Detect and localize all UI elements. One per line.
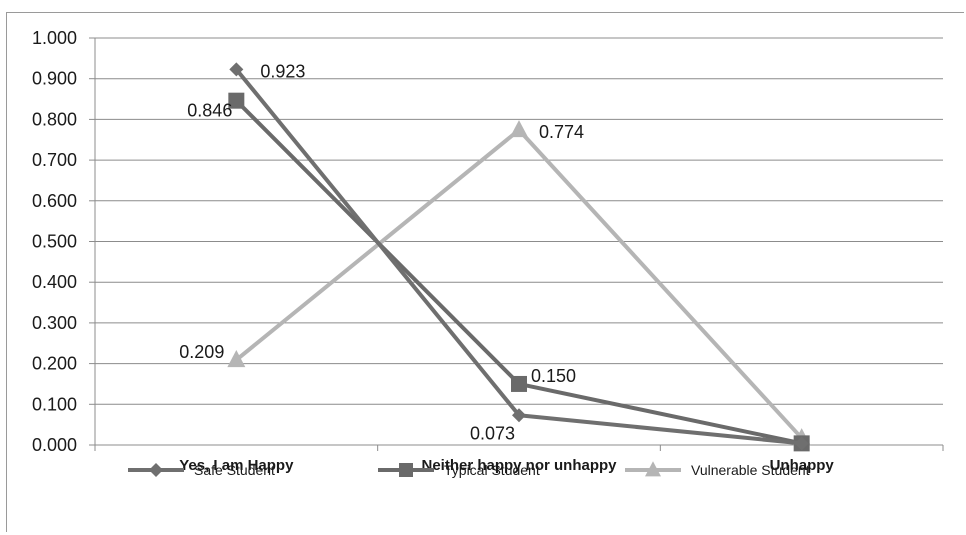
chart-frame [6, 12, 964, 532]
x-tick-label: Yes, I am Happy [179, 457, 294, 474]
series-line [234, 99, 803, 446]
series-safe-student [229, 62, 809, 451]
data-label: 0.923 [260, 61, 305, 81]
y-tick-label: 1.000 [32, 28, 77, 48]
data-point [511, 375, 527, 392]
legend-marker [149, 463, 163, 477]
y-tick-label: 0.200 [32, 354, 77, 374]
legend-item: Vulnerable Student [625, 461, 810, 478]
data-label: 0.774 [539, 122, 584, 142]
y-tick-label: 0.800 [32, 109, 77, 129]
y-tick-label: 0.500 [32, 232, 77, 252]
legend-marker [645, 461, 661, 477]
data-point [227, 350, 246, 368]
legend-item: Typical Student [378, 462, 540, 478]
y-tick-label: 0.100 [32, 394, 77, 414]
y-tick-label: 0.900 [32, 69, 77, 89]
series-typical-student [228, 92, 810, 452]
data-label: 0.209 [179, 342, 224, 362]
data-point [512, 408, 526, 423]
y-tick-label: 0.600 [32, 191, 77, 211]
x-tick-label: Neither happy nor unhappy [421, 457, 617, 474]
y-tick-label: 0.700 [32, 150, 77, 170]
data-point [229, 62, 244, 77]
legend-label: Vulnerable Student [691, 462, 810, 478]
legend-marker [399, 463, 413, 477]
data-point [510, 120, 528, 138]
legend-item: Safe Student [128, 462, 275, 478]
data-label: 0.150 [531, 366, 576, 386]
legend-label: Safe Student [194, 462, 275, 478]
data-label: 0.846 [187, 101, 232, 121]
data-point [794, 436, 809, 451]
legend-label: Typical Student [444, 462, 540, 478]
data-point [228, 92, 245, 109]
y-tick-label: 0.000 [32, 435, 77, 455]
y-tick-label: 0.300 [32, 313, 77, 333]
y-tick-label: 0.400 [32, 272, 77, 292]
x-tick-label: Unhappy [770, 457, 835, 474]
data-label: 0.073 [470, 423, 515, 443]
